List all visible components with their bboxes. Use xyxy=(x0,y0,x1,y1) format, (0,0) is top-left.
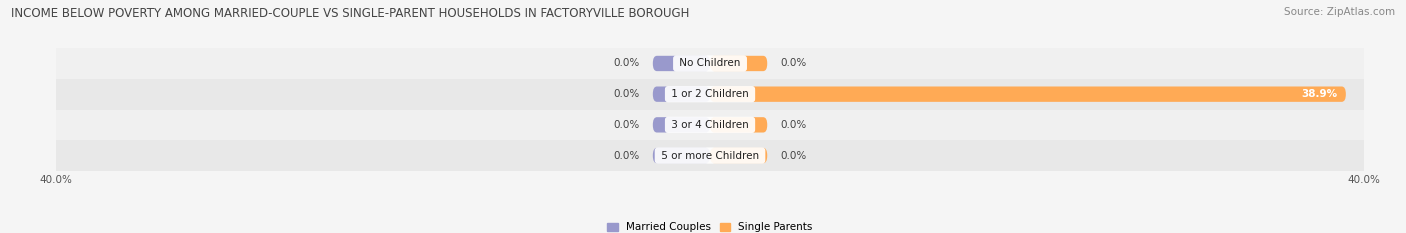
Text: 0.0%: 0.0% xyxy=(613,151,640,161)
FancyBboxPatch shape xyxy=(710,148,768,163)
Text: 1 or 2 Children: 1 or 2 Children xyxy=(668,89,752,99)
FancyBboxPatch shape xyxy=(652,56,710,71)
FancyBboxPatch shape xyxy=(652,148,710,163)
Bar xyxy=(56,140,1364,171)
Text: 0.0%: 0.0% xyxy=(613,89,640,99)
FancyBboxPatch shape xyxy=(710,56,768,71)
FancyBboxPatch shape xyxy=(710,117,768,133)
FancyBboxPatch shape xyxy=(710,86,1346,102)
Text: 5 or more Children: 5 or more Children xyxy=(658,151,762,161)
FancyBboxPatch shape xyxy=(652,86,710,102)
Bar xyxy=(56,79,1364,110)
Text: 38.9%: 38.9% xyxy=(1302,89,1337,99)
Text: 0.0%: 0.0% xyxy=(780,151,807,161)
FancyBboxPatch shape xyxy=(652,117,710,133)
Text: 0.0%: 0.0% xyxy=(613,120,640,130)
Text: 0.0%: 0.0% xyxy=(780,58,807,69)
Text: 3 or 4 Children: 3 or 4 Children xyxy=(668,120,752,130)
Text: No Children: No Children xyxy=(676,58,744,69)
Text: 0.0%: 0.0% xyxy=(780,120,807,130)
Text: 0.0%: 0.0% xyxy=(613,58,640,69)
Text: Source: ZipAtlas.com: Source: ZipAtlas.com xyxy=(1284,7,1395,17)
Bar xyxy=(56,48,1364,79)
Legend: Married Couples, Single Parents: Married Couples, Single Parents xyxy=(603,218,817,233)
Text: INCOME BELOW POVERTY AMONG MARRIED-COUPLE VS SINGLE-PARENT HOUSEHOLDS IN FACTORY: INCOME BELOW POVERTY AMONG MARRIED-COUPL… xyxy=(11,7,689,20)
Bar xyxy=(56,110,1364,140)
